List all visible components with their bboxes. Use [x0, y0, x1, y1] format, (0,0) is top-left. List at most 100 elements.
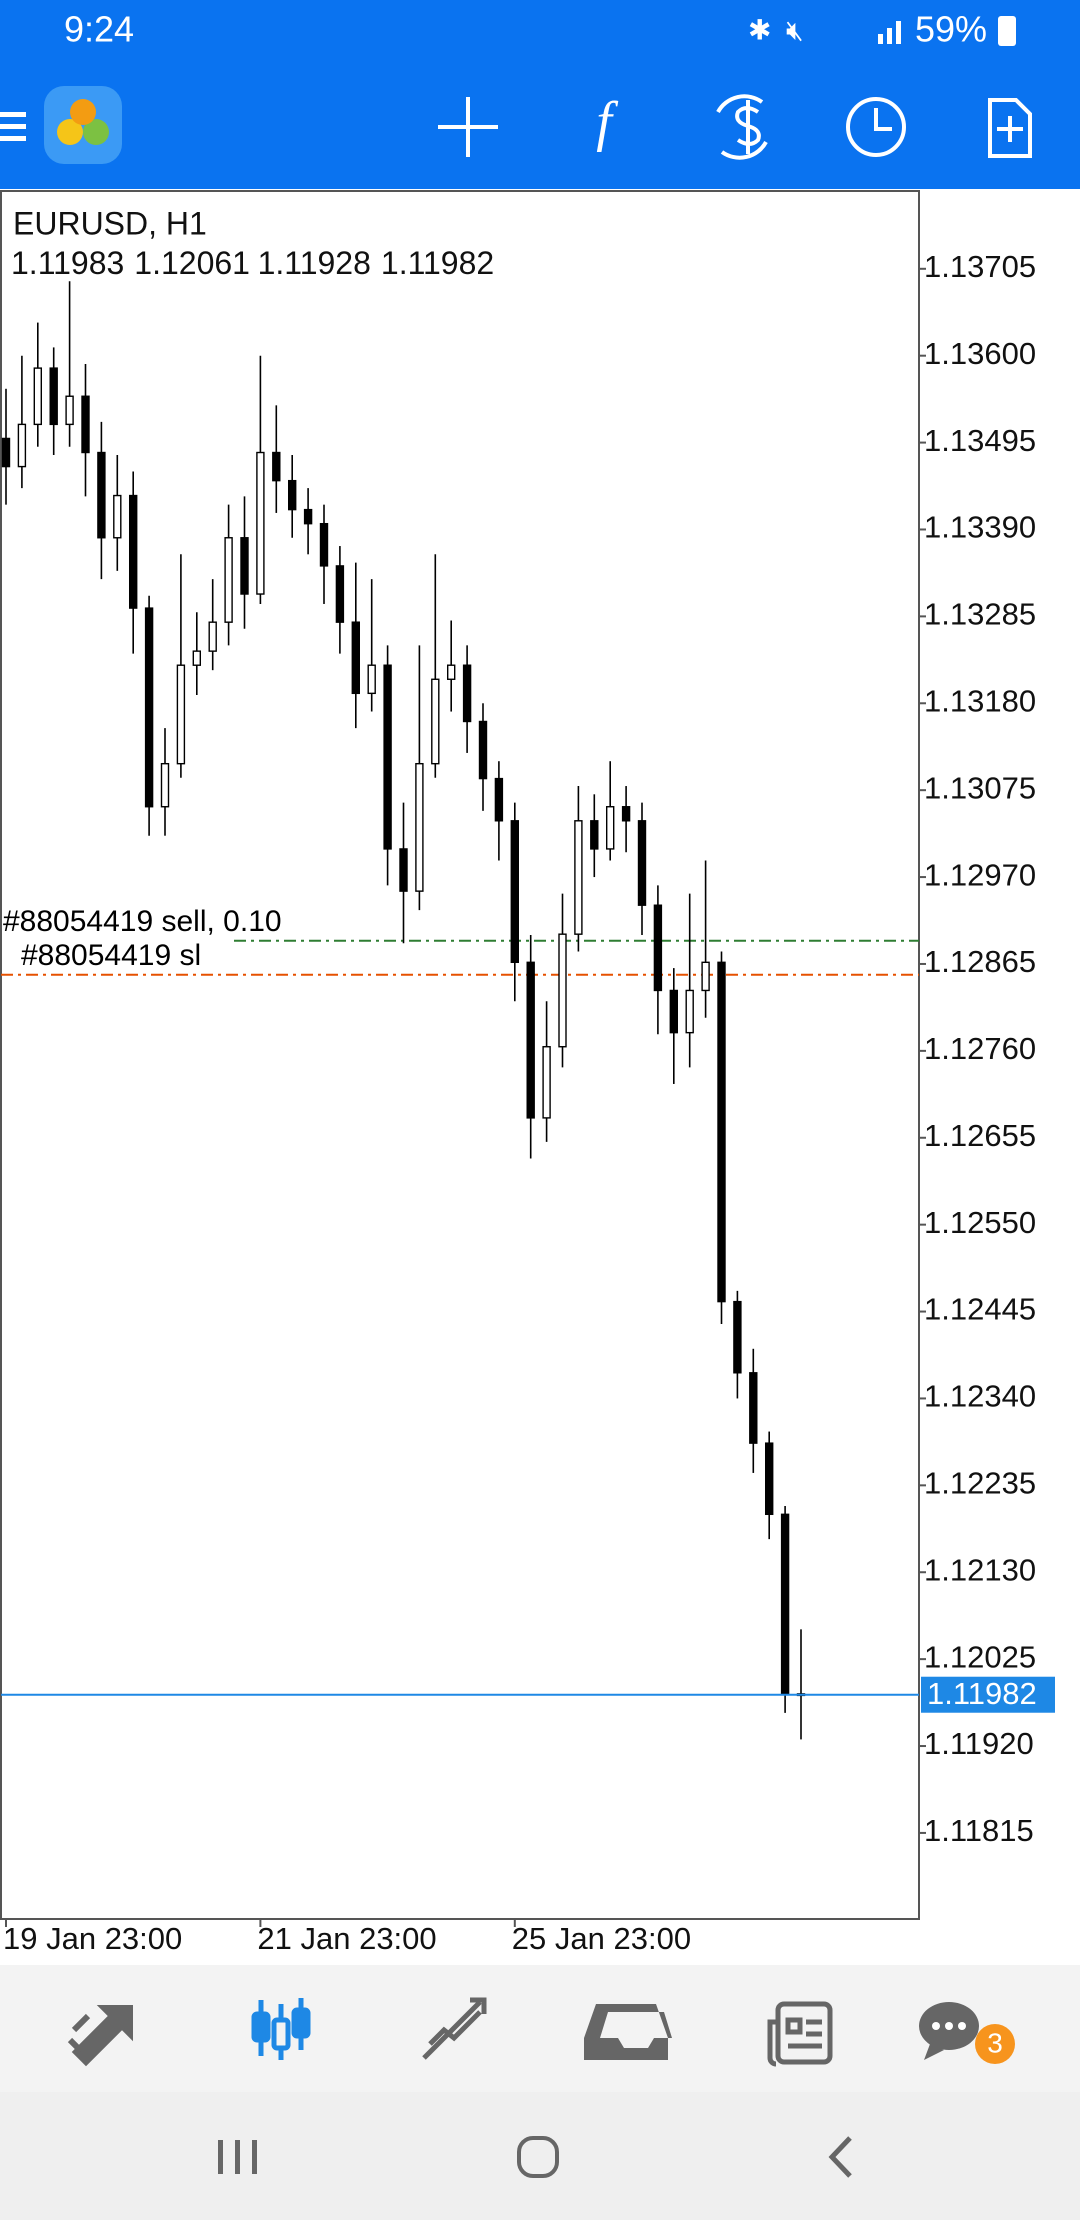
y-tick-label: 1.12550 [924, 1205, 1036, 1240]
timeframe-button[interactable] [846, 97, 906, 157]
open-value: 1.11983 [11, 245, 124, 281]
close-value: 1.11982 [381, 245, 494, 281]
svg-text:✱: ✱ [748, 14, 771, 45]
x-tick-label: 25 Jan 23:00 [512, 1921, 691, 1956]
high-value: 1.12061 [134, 245, 249, 281]
y-tick-label: 1.11920 [924, 1726, 1034, 1761]
candle-body [606, 806, 615, 850]
candle-body [399, 848, 408, 892]
y-tick-label: 1.12235 [924, 1466, 1036, 1501]
y-tick-label: 1.13390 [924, 510, 1036, 545]
candle-body [65, 395, 74, 426]
candle-body [113, 494, 122, 539]
candle-body [717, 961, 726, 1303]
back-button[interactable] [828, 2136, 852, 2178]
menu-button[interactable] [0, 112, 26, 141]
candle-body [653, 904, 663, 992]
system-nav [0, 2092, 1080, 2220]
history-tab[interactable] [584, 2004, 672, 2060]
y-tick-label: 1.12970 [924, 857, 1036, 892]
candle-body [478, 720, 488, 780]
candle-body [590, 820, 599, 850]
candle-body [542, 1046, 551, 1119]
quotes-tab[interactable] [67, 2005, 133, 2067]
candle-body [97, 451, 106, 539]
y-tick-label: 1.13495 [924, 423, 1036, 458]
candle-body [351, 621, 360, 695]
candle-body [765, 1442, 774, 1516]
objects-button[interactable] [988, 98, 1032, 158]
candle-body [574, 820, 583, 935]
candle-body [33, 367, 42, 426]
trade-tab[interactable] [422, 1997, 487, 2060]
crosshair-button[interactable] [438, 97, 498, 157]
y-tick-label: 1.13285 [924, 597, 1036, 632]
svg-text:🔇︎: 🔇︎ [786, 14, 804, 45]
candle-body [176, 664, 186, 765]
candle-body [17, 423, 27, 468]
candle-body [272, 451, 281, 482]
candle-body [81, 395, 90, 454]
y-tick-label: 1.12025 [924, 1639, 1036, 1674]
trade-button[interactable] [716, 94, 768, 160]
candle-body [49, 367, 58, 426]
y-tick-label: 1.13705 [924, 249, 1036, 284]
candle-body [462, 664, 472, 723]
chat-badge: 3 [987, 2027, 1003, 2058]
candle-body [288, 479, 297, 511]
chart-tab[interactable] [251, 1998, 311, 2060]
bottom-nav [0, 1965, 1080, 2092]
candle-body [447, 664, 456, 680]
candle-body [510, 820, 519, 964]
candle-body [160, 762, 170, 808]
home-button[interactable] [517, 2136, 559, 2178]
candle-body [367, 664, 376, 695]
status-icons: ✱ 🔇︎ [748, 14, 1016, 46]
y-tick-label: 1.11815 [924, 1813, 1034, 1848]
y-tick-label: 1.12340 [924, 1379, 1036, 1414]
app-logo[interactable] [44, 86, 122, 164]
recents-button[interactable] [218, 2140, 257, 2174]
x-tick-label: 21 Jan 23:00 [257, 1921, 436, 1956]
candle-body [192, 650, 202, 666]
candle-body [733, 1300, 742, 1374]
price-label-box [921, 1676, 1055, 1713]
candle-body [749, 1372, 758, 1444]
order-label: #88054419 sell, 0.10 [3, 905, 282, 938]
y-tick-label: 1.12130 [924, 1552, 1036, 1587]
candle-body [431, 678, 440, 765]
order-label: #88054419 sl [21, 939, 201, 972]
y-tick-label: 1.13180 [924, 683, 1036, 718]
y-tick-label: 1.12445 [924, 1292, 1036, 1327]
candle-body [637, 820, 647, 906]
ohlc-readout: 1.11983 1.12061 1.11928 1.11982 [11, 245, 494, 281]
candle-body [621, 806, 631, 822]
candle-body [669, 989, 678, 1034]
candle-body [558, 933, 567, 1048]
y-tick-label: 1.13600 [924, 336, 1036, 371]
chart-area [0, 190, 920, 1920]
y-tick-label: 1.12655 [924, 1118, 1036, 1153]
plot: 1.13705 1.13600 1.13495 1.13390 1.13285 1.131… [1, 249, 1055, 1956]
candle-body [144, 607, 154, 808]
candle-body [526, 961, 535, 1119]
chat-tab[interactable]: 3 [919, 2002, 1015, 2064]
candle-body [240, 537, 249, 595]
news-tab[interactable] [767, 2001, 833, 2067]
candle-body [685, 989, 694, 1034]
y-tick-label: 1.12760 [924, 1031, 1036, 1066]
y-tick-label: 1.12865 [924, 944, 1036, 979]
candle-body [780, 1513, 790, 1695]
candle-body [1, 437, 11, 468]
candle-body [335, 565, 345, 623]
y-tick-label: 1.13075 [924, 770, 1036, 805]
candle-body [415, 762, 424, 892]
candle-body [256, 451, 265, 595]
chart-title: EURUSD, H1 [13, 205, 207, 241]
candle-body [383, 664, 392, 850]
candle-body [224, 537, 233, 623]
low-value: 1.11928 [258, 245, 371, 281]
candle-body [701, 961, 710, 992]
